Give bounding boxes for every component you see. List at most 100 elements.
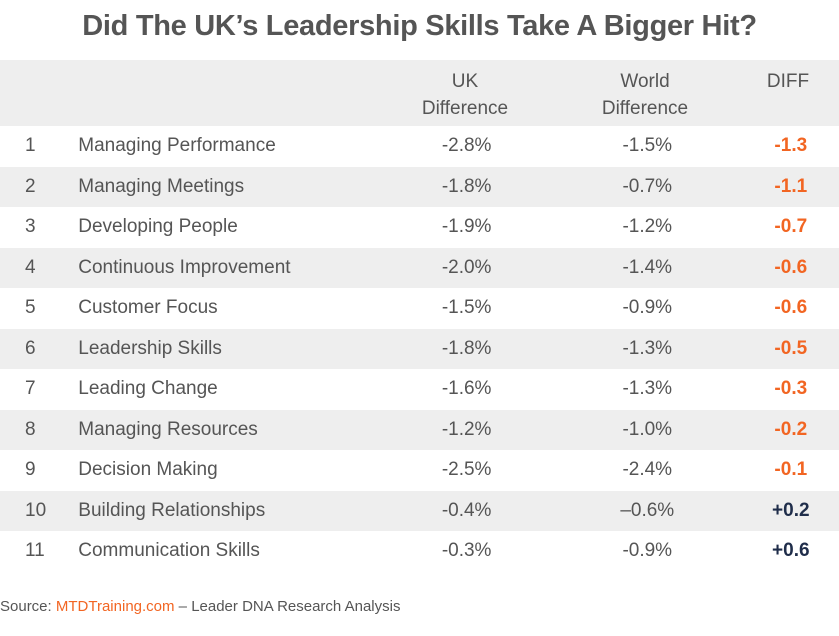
diff-value: -0.5 — [742, 328, 839, 369]
diff-value: -0.7 — [774, 216, 808, 238]
world-difference-value: -1.0% — [572, 409, 723, 450]
skill-name: Developing People — [78, 216, 238, 238]
spacer-cell — [542, 531, 572, 572]
row-number: 6 — [0, 328, 79, 369]
spacer-cell — [541, 409, 572, 450]
world-difference-value: -1.4% — [572, 247, 723, 288]
row-number: 8 — [0, 409, 79, 450]
uk-difference-value: -0.3% — [441, 540, 492, 562]
diff-value: -0.3 — [774, 378, 808, 400]
row-number: 4 — [0, 247, 79, 288]
spacer-cell — [723, 207, 743, 248]
source-prefix: Source: — [0, 598, 56, 615]
skill-name: Building Relationships — [78, 490, 392, 531]
spacer-cell — [541, 328, 572, 369]
diff-value: -1.1 — [742, 166, 839, 207]
source-suffix: – Leader DNA Research Analysis — [174, 598, 401, 615]
table-body: 1 Managing Performance -2.8% -1.5% -1.3 2 Mana… — [0, 126, 839, 572]
skill-name: Managing Resources — [78, 409, 392, 450]
table-row: 1 Managing Performance -2.8% -1.5% -1.3 — [0, 126, 839, 167]
header-diff: DIFF — [766, 71, 810, 92]
diff-value: -0.1 — [774, 459, 808, 481]
uk-difference-value: -1.5% — [441, 297, 492, 319]
diff-value: +0.2 — [742, 490, 839, 531]
row-number: 11 — [25, 540, 45, 562]
skill-name: Communication Skills — [78, 540, 260, 562]
spacer-cell — [723, 531, 743, 572]
spacer-cell — [542, 288, 572, 329]
diff-value: -1.3 — [774, 135, 808, 157]
skill-name: Continuous Improvement — [78, 247, 392, 288]
world-difference-value: -0.9% — [622, 297, 673, 319]
row-number: 9 — [25, 459, 36, 481]
skill-name: Managing Meetings — [78, 166, 392, 207]
world-difference-value: -0.9% — [622, 540, 673, 562]
table-row: 4 Continuous Improvement -2.0% -1.4% -0.6 — [0, 247, 839, 288]
spacer-cell — [541, 247, 572, 288]
table-row: 6 Leadership Skills -1.8% -1.3% -0.5 — [0, 328, 839, 369]
world-difference-value: -2.4% — [622, 459, 673, 481]
spacer-cell — [541, 490, 572, 531]
diff-value: +0.6 — [772, 540, 810, 562]
row-number: 10 — [0, 490, 79, 531]
spacer-cell — [542, 450, 572, 491]
source-note: Source: MTDTraining.com – Leader DNA Res… — [0, 598, 400, 615]
world-difference-value: -1.3% — [572, 328, 723, 369]
source-link[interactable]: MTDTraining.com — [55, 598, 175, 615]
spacer-cell — [542, 207, 572, 248]
table-row: 10 Building Relationships -0.4% –0.6% +0.2 — [0, 490, 839, 531]
uk-difference-value: -1.6% — [441, 378, 492, 400]
world-difference-value: –0.6% — [572, 490, 723, 531]
data-table: 1 Managing Performance -2.8% -1.5% -1.3 2 Mana… — [0, 126, 839, 572]
skill-name: Managing Performance — [78, 135, 276, 157]
spacer-cell — [723, 369, 743, 410]
table-row: 2 Managing Meetings -1.8% -0.7% -1.1 — [0, 166, 839, 207]
uk-difference-value: -1.2% — [391, 409, 542, 450]
world-difference-value: -1.2% — [622, 216, 673, 238]
row-number: 5 — [25, 297, 36, 319]
header-uk-difference: UK Difference — [390, 68, 540, 122]
uk-difference-value: -2.5% — [441, 459, 492, 481]
header-world-line2: Difference — [601, 98, 689, 119]
row-number: 1 — [25, 135, 36, 157]
row-number: 7 — [25, 378, 36, 400]
header-uk-line1: UK — [451, 71, 479, 92]
table-row: 8 Managing Resources -1.2% -1.0% -0.2 — [0, 409, 839, 450]
spacer-cell — [723, 126, 743, 167]
table-row: 5 Customer Focus -1.5% -0.9% -0.6 — [0, 288, 839, 329]
chart-title: Did The UK’s Leadership Skills Take A Bi… — [82, 10, 757, 42]
spacer-cell — [722, 328, 743, 369]
row-number: 3 — [25, 216, 36, 238]
spacer-cell — [723, 288, 743, 329]
diff-value: -0.6 — [774, 297, 808, 319]
world-difference-value: -1.3% — [622, 378, 673, 400]
skill-name: Leading Change — [78, 378, 218, 400]
table-row: 7 Leading Change -1.6% -1.3% -0.3 — [0, 369, 839, 410]
row-number: 2 — [0, 166, 79, 207]
table-row: 3 Developing People -1.9% -1.2% -0.7 — [0, 207, 839, 248]
skill-name: Decision Making — [78, 459, 218, 481]
uk-difference-value: -2.0% — [391, 247, 542, 288]
skill-name: Customer Focus — [78, 297, 218, 319]
uk-difference-value: -2.8% — [441, 135, 492, 157]
header-uk-line2: Difference — [421, 98, 509, 119]
world-difference-value: -0.7% — [572, 166, 723, 207]
uk-difference-value: -1.9% — [441, 216, 492, 238]
spacer-cell — [722, 490, 743, 531]
spacer-cell — [723, 450, 743, 491]
header-world-difference: World Difference — [570, 68, 720, 122]
spacer-cell — [722, 166, 743, 207]
uk-difference-value: -1.8% — [391, 166, 542, 207]
table-row: 11 Communication Skills -0.3% -0.9% +0.6 — [0, 531, 839, 572]
table-header: UK Difference World Difference DIFF — [0, 60, 839, 126]
skill-name: Leadership Skills — [78, 328, 392, 369]
spacer-cell — [722, 409, 743, 450]
table-row: 9 Decision Making -2.5% -2.4% -0.1 — [0, 450, 839, 491]
spacer-cell — [541, 166, 572, 207]
spacer-cell — [722, 247, 743, 288]
header-world-line1: World — [620, 71, 670, 92]
uk-difference-value: -1.8% — [391, 328, 542, 369]
spacer-cell — [542, 369, 572, 410]
world-difference-value: -1.5% — [622, 135, 673, 157]
diff-value: -0.6 — [742, 247, 839, 288]
